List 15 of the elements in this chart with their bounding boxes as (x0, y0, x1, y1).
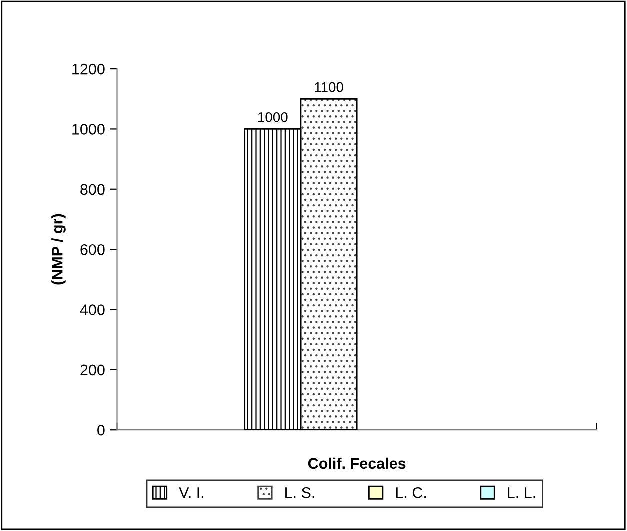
y-tick-label: 400 (80, 304, 105, 316)
legend-label: V. I. (179, 488, 204, 498)
legend-label: L. C. (396, 487, 426, 498)
y-tick-label: 1200 (72, 64, 105, 75)
y-tick-label: 600 (80, 244, 105, 256)
data-label: 1100 (315, 82, 344, 92)
y-tick-label: 200 (80, 364, 105, 376)
y-tick-label: 800 (80, 184, 105, 196)
legend-label: L. L. (508, 488, 536, 498)
y-axis-title: (NMP / gr) (52, 214, 66, 285)
y-tick-label: 0 (98, 424, 105, 436)
data-label: 1000 (258, 112, 288, 122)
legend-label: L. S. (286, 487, 314, 498)
y-tick-label: 1000 (72, 124, 105, 135)
x-tick-label: Colif. Fecales (308, 458, 406, 470)
